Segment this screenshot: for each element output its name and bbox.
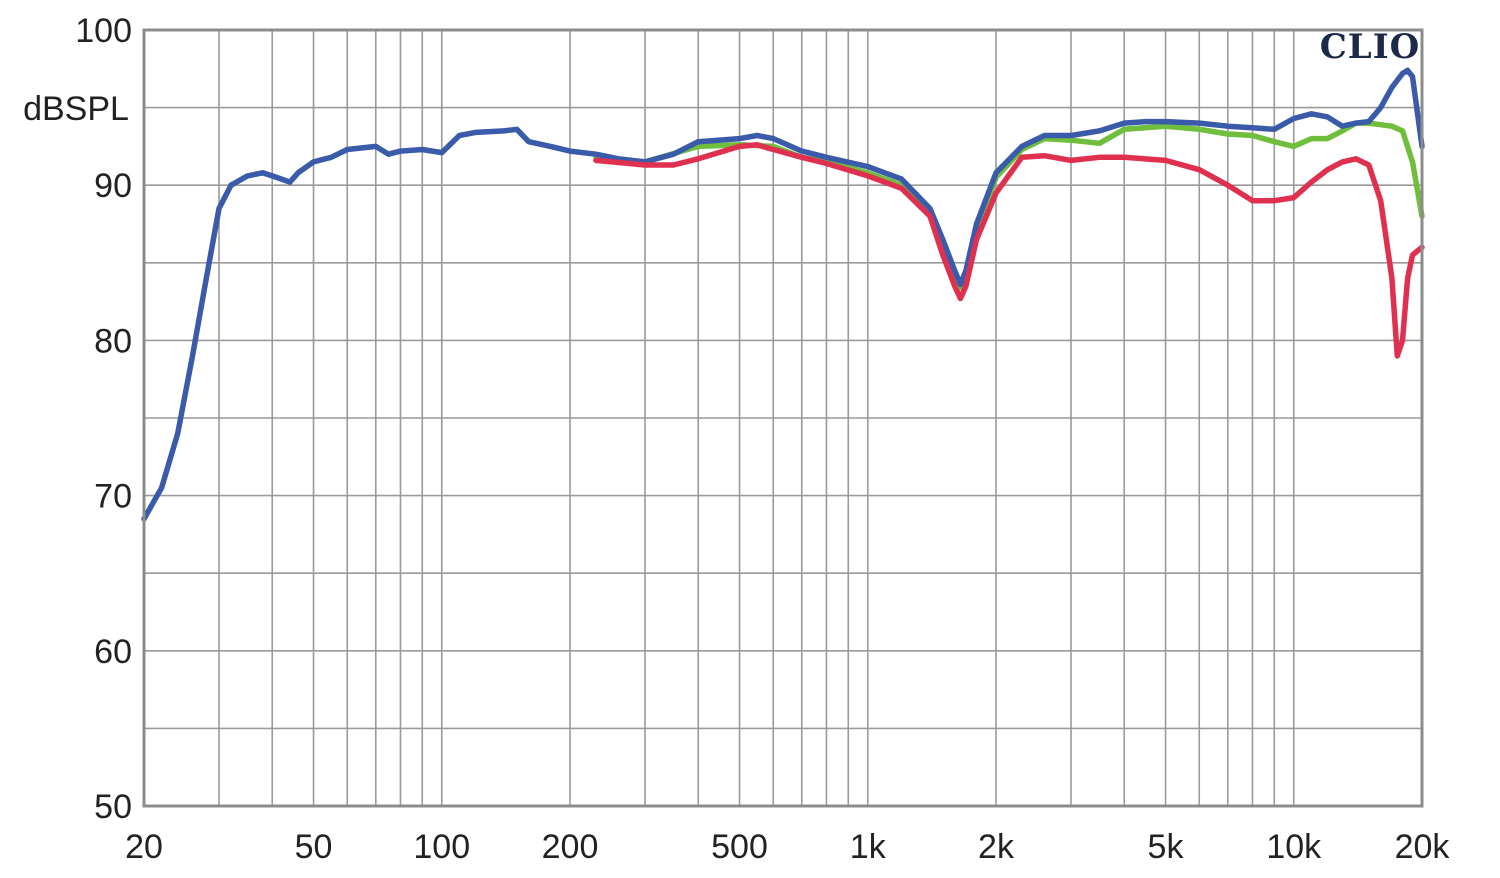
clio-logo: CLIO: [1320, 27, 1421, 67]
y-tick-label: 90: [94, 167, 132, 205]
y-axis-label: dBSPL: [23, 90, 129, 128]
x-tick-label: 20: [125, 828, 163, 866]
y-tick-label: 50: [94, 788, 132, 826]
x-tick-label: 20k: [1395, 828, 1451, 866]
x-tick-labels: 20 50 100 200 500 1k 2k 5k 10k 20k: [125, 828, 1450, 866]
series-line-2: [141, 67, 1425, 522]
y-tick-label: 60: [94, 633, 132, 671]
y-tick-labels: 50 60 70 80 90 100: [75, 12, 132, 826]
y-tick-label: 80: [94, 322, 132, 360]
x-tick-label: 1k: [850, 828, 887, 866]
x-tick-label: 500: [711, 828, 768, 866]
grid: [144, 30, 1422, 806]
series-line-3: [593, 142, 1425, 359]
plot-frame: [142, 28, 1424, 808]
series-layer: [141, 67, 1425, 522]
x-tick-label: 5k: [1148, 828, 1185, 866]
x-tick-label: 10k: [1266, 828, 1322, 866]
x-tick-label: 100: [413, 828, 470, 866]
y-tick-label: 70: [94, 478, 132, 516]
y-tick-label: 100: [75, 12, 132, 50]
x-tick-label: 50: [295, 828, 333, 866]
x-tick-label: 200: [542, 828, 599, 866]
x-tick-label: 2k: [978, 828, 1015, 866]
